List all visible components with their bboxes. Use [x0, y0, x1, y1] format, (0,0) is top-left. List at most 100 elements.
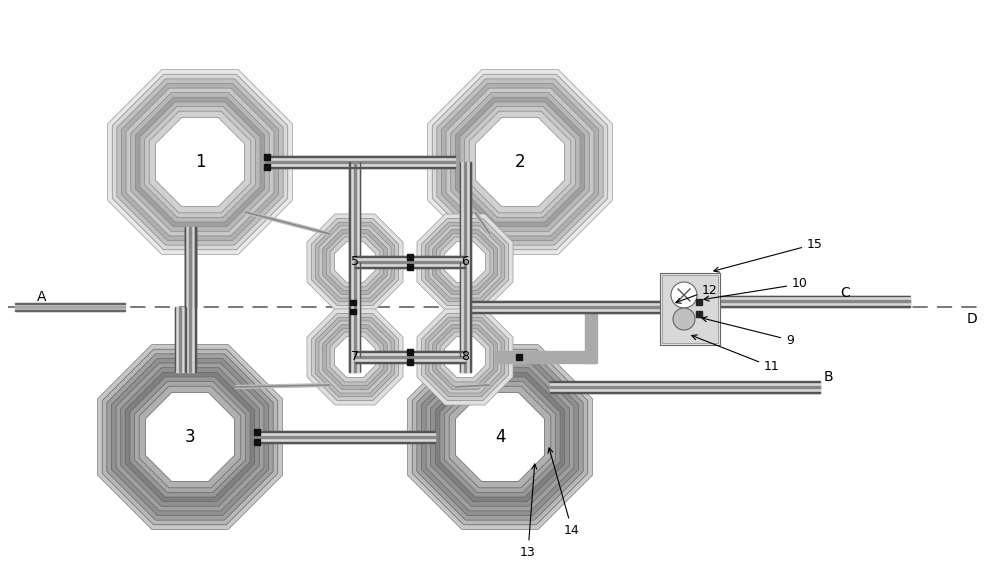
Text: 5: 5: [351, 256, 359, 268]
Bar: [461, 162, 469, 262]
Text: A: A: [37, 290, 47, 304]
Bar: [186, 227, 194, 307]
Polygon shape: [139, 386, 241, 488]
Polygon shape: [307, 214, 403, 310]
Bar: [355, 256, 465, 268]
Text: 4: 4: [495, 428, 505, 446]
Polygon shape: [417, 309, 513, 405]
Text: 1: 1: [195, 153, 205, 171]
Bar: [355, 353, 465, 361]
Polygon shape: [135, 97, 265, 227]
Polygon shape: [102, 349, 278, 525]
Polygon shape: [441, 84, 599, 241]
Polygon shape: [433, 230, 497, 295]
Bar: [265, 158, 455, 166]
Polygon shape: [140, 102, 260, 222]
Polygon shape: [336, 337, 374, 376]
Bar: [355, 356, 465, 358]
Bar: [495, 351, 595, 363]
Bar: [350, 162, 360, 262]
Polygon shape: [112, 74, 288, 250]
Polygon shape: [440, 332, 490, 382]
Polygon shape: [146, 392, 234, 482]
Polygon shape: [157, 118, 243, 205]
Bar: [354, 162, 356, 262]
Polygon shape: [335, 242, 375, 283]
Bar: [407, 349, 413, 355]
Polygon shape: [431, 368, 569, 506]
Bar: [184, 227, 196, 307]
Bar: [355, 261, 465, 263]
Bar: [265, 167, 455, 168]
Bar: [254, 429, 260, 435]
Polygon shape: [319, 321, 391, 393]
Bar: [176, 307, 184, 372]
Polygon shape: [426, 363, 574, 511]
Bar: [516, 354, 522, 360]
Text: 10: 10: [704, 277, 808, 301]
Polygon shape: [457, 394, 543, 480]
Polygon shape: [433, 325, 497, 390]
Text: 13: 13: [520, 464, 537, 558]
Bar: [550, 382, 820, 392]
Polygon shape: [465, 106, 575, 217]
Polygon shape: [323, 325, 387, 390]
Text: 2: 2: [515, 153, 525, 171]
Polygon shape: [156, 118, 244, 206]
Polygon shape: [319, 226, 391, 298]
Bar: [464, 357, 466, 372]
Bar: [354, 357, 356, 372]
Bar: [15, 310, 125, 311]
Polygon shape: [425, 317, 505, 397]
Polygon shape: [432, 74, 608, 250]
Polygon shape: [436, 233, 494, 291]
Bar: [350, 262, 360, 357]
Bar: [355, 351, 465, 363]
Bar: [585, 307, 597, 363]
Polygon shape: [312, 313, 398, 400]
Polygon shape: [315, 317, 395, 397]
Bar: [351, 357, 359, 372]
Bar: [460, 357, 471, 372]
Polygon shape: [135, 382, 245, 492]
Bar: [255, 431, 435, 443]
Bar: [355, 256, 465, 257]
Bar: [265, 156, 455, 157]
Text: 12: 12: [676, 284, 718, 303]
Bar: [690, 300, 910, 302]
Circle shape: [671, 282, 697, 308]
Polygon shape: [446, 88, 594, 236]
Bar: [660, 273, 720, 345]
Bar: [179, 307, 181, 372]
Bar: [465, 303, 690, 311]
Polygon shape: [469, 111, 571, 213]
Bar: [15, 306, 125, 308]
Polygon shape: [425, 223, 505, 301]
Bar: [407, 264, 413, 270]
Polygon shape: [429, 226, 501, 298]
Bar: [465, 312, 690, 313]
Bar: [350, 300, 356, 305]
Text: 8: 8: [461, 351, 469, 363]
Bar: [175, 307, 186, 372]
Polygon shape: [422, 313, 508, 400]
Bar: [351, 262, 359, 357]
Polygon shape: [417, 214, 513, 310]
Bar: [264, 154, 270, 160]
Polygon shape: [428, 70, 612, 255]
Polygon shape: [440, 237, 490, 287]
Polygon shape: [449, 386, 551, 488]
Polygon shape: [476, 118, 564, 206]
Bar: [255, 431, 435, 432]
Polygon shape: [460, 102, 580, 222]
Polygon shape: [130, 377, 250, 497]
Polygon shape: [445, 382, 555, 492]
Polygon shape: [445, 242, 485, 283]
Bar: [465, 306, 690, 308]
Polygon shape: [446, 243, 484, 281]
Bar: [407, 359, 413, 365]
Bar: [355, 258, 465, 266]
Text: 3: 3: [185, 428, 195, 446]
Bar: [690, 297, 910, 305]
Polygon shape: [307, 309, 403, 405]
